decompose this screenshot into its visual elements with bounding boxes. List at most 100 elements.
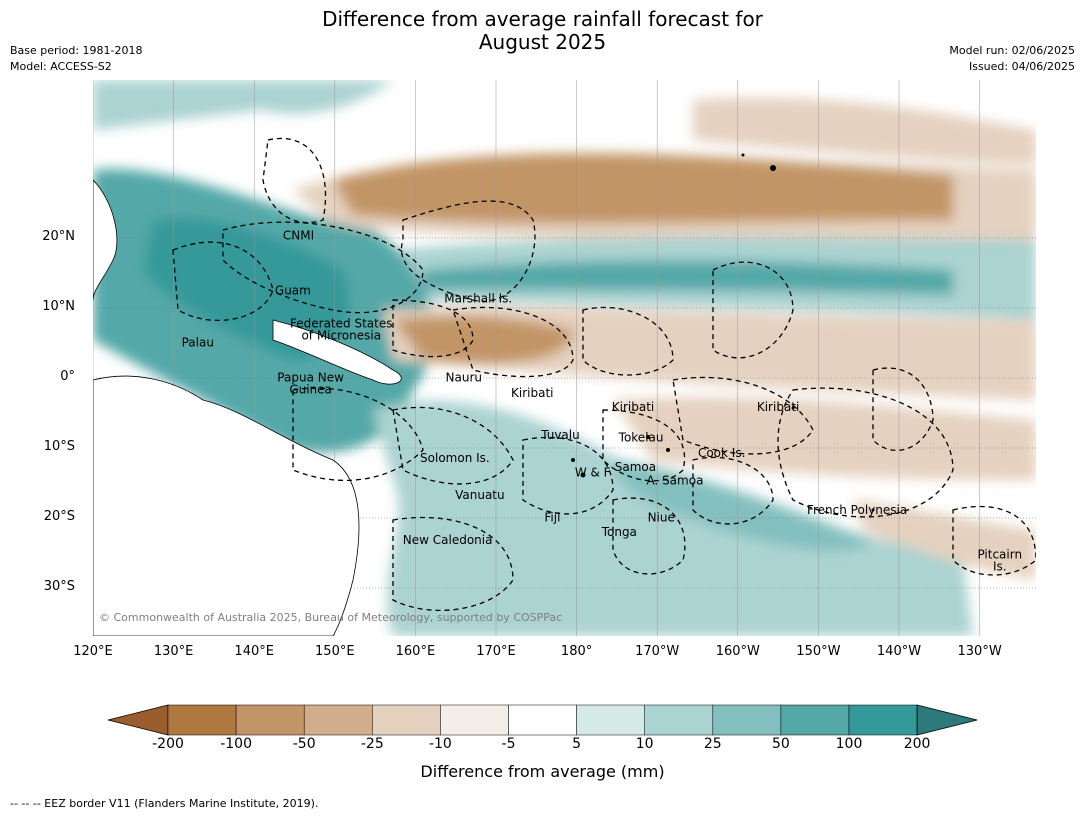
region-label: Pitcairn [977, 548, 1022, 562]
colorbar-segment [848, 704, 918, 736]
colorbar-segment [644, 704, 714, 736]
wet-band-itcz-core [423, 260, 953, 295]
latitude-label: 10°S [43, 439, 75, 454]
colorbar-tick-label: 25 [703, 736, 722, 752]
region-label: Papua New [277, 371, 344, 385]
colorbar-segment [303, 704, 373, 736]
region-label: of Micronesia [301, 329, 381, 343]
colorbar [107, 704, 978, 736]
region-label: Niue [648, 511, 675, 525]
region-label: Tokelau [618, 431, 664, 445]
run-info: Model run: 02/06/2025 Issued: 04/06/2025 [949, 43, 1075, 75]
colorbar-tick-label: 50 [771, 736, 790, 752]
colorbar-tick-label: -5 [501, 736, 516, 752]
colorbar-tick-label: 200 [903, 736, 931, 752]
region-label: Federated States [290, 317, 392, 331]
region-label: Palau [182, 336, 214, 350]
colorbar-extend-high [916, 704, 978, 736]
latitude-label: 20°N [42, 229, 75, 244]
region-label: Solomon Is. [420, 451, 490, 465]
colorbar-tick-label: -50 [292, 736, 316, 752]
region-label: Marshall Is. [444, 291, 512, 305]
longitude-label: 130°E [153, 644, 194, 659]
philippines-outline [93, 179, 118, 301]
region-label: Is. [993, 560, 1007, 574]
new-guinea-outline [272, 319, 402, 385]
dry-band-south [613, 397, 1036, 480]
longitude-label: 120°E [73, 644, 113, 659]
wet-region-spcz-core [613, 460, 873, 551]
longitude-label: 180° [560, 644, 593, 659]
australia-outline [93, 375, 360, 636]
region-label: Samoa [615, 460, 656, 474]
colorbar-tick-label: 5 [572, 736, 582, 752]
colorbar-title: Difference from average (mm) [420, 762, 665, 781]
base-info: Base period: 1981-2018 Model: ACCESS-S2 [10, 43, 142, 75]
colorbar-segment [576, 704, 645, 736]
region-label: Tuvalu [540, 428, 580, 442]
dry-band-north-dark [333, 153, 953, 224]
region-label: Kiribati [511, 386, 553, 400]
colorbar-segment [235, 704, 305, 736]
region-label: Guinea [289, 382, 332, 396]
land-outlines [93, 179, 402, 636]
title-line-1: Difference from average rainfall forecas… [322, 7, 763, 31]
region-label: Nauru [446, 371, 482, 385]
region-label: Cook Is. [698, 446, 745, 460]
colorbar-segment [372, 704, 441, 736]
colorbar-tick-label: -200 [152, 736, 184, 752]
colorbar-segment [167, 704, 237, 736]
colorbar-segment [508, 704, 577, 736]
latitude-label: 0° [60, 369, 75, 384]
anomaly-field [93, 80, 1036, 636]
colorbar-segment [780, 704, 850, 736]
issued-date: Issued: 04/06/2025 [968, 60, 1075, 73]
longitude-label: 130°W [957, 644, 1002, 659]
colorbar-tick-label: -25 [360, 736, 384, 752]
colorbar-segment [712, 704, 782, 736]
region-label: Kiribati [757, 400, 799, 414]
title-line-2: August 2025 [478, 30, 607, 54]
region-label: Tonga [601, 525, 637, 539]
region-label: A. Samoa [646, 473, 703, 487]
region-label: Guam [275, 284, 311, 298]
longitude-label: 140°E [234, 644, 274, 659]
region-label: Kiribati [612, 400, 654, 414]
region-label: Fiji [544, 511, 560, 525]
colorbar-tick-label: -100 [220, 736, 252, 752]
model-name: Model: ACCESS-S2 [10, 60, 112, 73]
colorbar-tick-label: 100 [835, 736, 863, 752]
base-period: Base period: 1981-2018 [10, 44, 143, 57]
longitude-label: 170°W [635, 644, 680, 659]
longitude-label: 150°E [315, 644, 355, 659]
colorbar-segment [440, 704, 509, 736]
wet-region-west-pacific-core [143, 218, 350, 360]
longitude-label: 150°W [796, 644, 841, 659]
region-label: CNMI [283, 228, 314, 242]
region-label: New Caledonia [403, 533, 493, 547]
map-title: Difference from average rainfall forecas… [0, 8, 1085, 54]
dry-patch-northeast [693, 97, 1036, 165]
eez-footnote: -- -- -- EEZ border V11 (Flanders Marine… [10, 797, 319, 810]
region-label: W & F [575, 466, 611, 480]
region-label: French Polynesia [807, 503, 907, 517]
colorbar-extend-low [107, 704, 169, 736]
eez-borders [172, 137, 1036, 612]
longitude-label: 140°W [876, 644, 922, 659]
longitude-label: 170°E [476, 644, 516, 659]
longitude-label: 160°E [395, 644, 436, 659]
wet-region-spcz [373, 400, 973, 636]
model-run: Model run: 02/06/2025 [949, 44, 1075, 57]
colorbar-tick-label: 10 [635, 736, 654, 752]
latitude-label: 10°N [42, 299, 75, 314]
gridlines [93, 80, 1036, 636]
wet-patch-northwest [93, 80, 393, 130]
longitude-label: 160°W [715, 644, 760, 659]
latitude-label: 30°S [43, 579, 75, 594]
islands [571, 153, 875, 512]
region-label: Vanuatu [455, 488, 505, 502]
colorbar-tick-label: -10 [428, 736, 452, 752]
dry-core-equatorial [393, 315, 573, 364]
